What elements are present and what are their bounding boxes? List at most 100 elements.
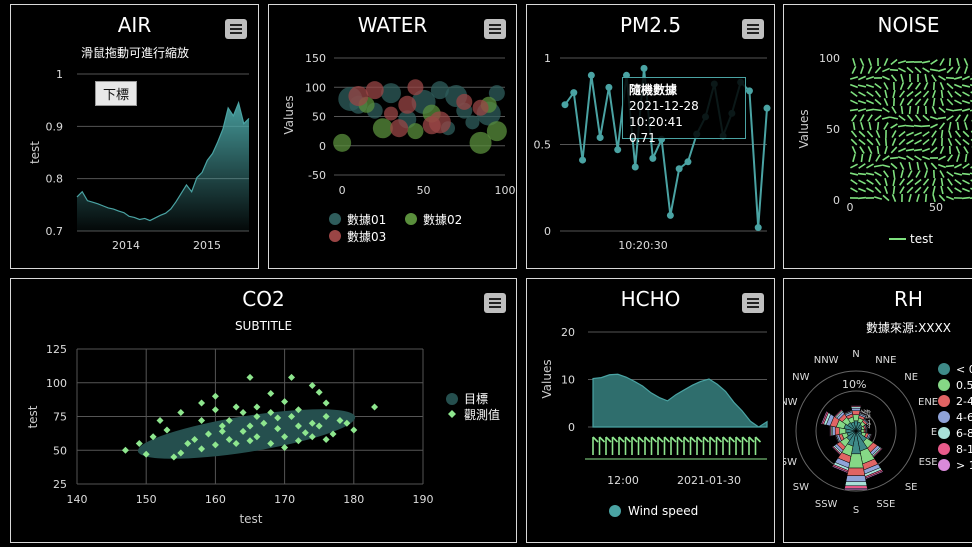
rh-rose-segment — [846, 467, 866, 476]
noise-vector — [931, 177, 937, 187]
pm25-menu-button[interactable] — [742, 19, 764, 39]
water-point-3 — [390, 119, 409, 138]
co2-point — [246, 422, 254, 430]
water-point-2 — [333, 133, 352, 152]
noise-vector — [865, 83, 875, 89]
hcho-wind-barb — [748, 436, 755, 443]
pm25-panel: PM2.5 0 0.5 1 10:20:30 隨機數據 2021-12-28 10:2… — [526, 4, 775, 269]
noise-vector — [875, 154, 881, 162]
noise-vector — [945, 108, 955, 112]
noise-vector — [897, 60, 907, 64]
co2-point — [170, 453, 178, 461]
noise-vector — [921, 60, 931, 64]
hcho-ytick: 20 — [561, 326, 575, 339]
hcho-wind-barb — [637, 436, 645, 443]
noise-vector — [939, 145, 945, 155]
water-chart[interactable]: -50 0 50 100 150 0 50 100 Values 數據01 數據02 數據03 — [269, 5, 517, 269]
noise-chart[interactable]: 0 50 100 0 50 Values test — [784, 5, 972, 269]
air-chart[interactable]: 滑鼠拖動可進行縮放 0.7 0.8 0.9 1 test 2014 2015 — [11, 5, 259, 269]
noise-vector — [946, 115, 954, 121]
noise-vector — [906, 178, 914, 186]
co2-xtick: 190 — [413, 493, 434, 506]
noise-vector — [850, 91, 858, 97]
noise-vector — [955, 146, 961, 154]
water-legend-label: 數據03 — [347, 230, 386, 244]
water-legend-label: 數據02 — [423, 213, 462, 227]
pm25-point — [605, 83, 613, 91]
noise-vector — [954, 114, 962, 122]
noise-vector — [938, 194, 946, 202]
co2-chart[interactable]: 25 50 75 100 125 140 150 160 170 180 190 test test 目標… — [11, 279, 517, 543]
hcho-wind-barb — [598, 436, 606, 443]
noise-vector — [962, 75, 970, 81]
hcho-wind-barb — [715, 436, 723, 443]
noise-vector — [939, 170, 945, 178]
hcho-menu-button[interactable] — [742, 293, 764, 313]
noise-vector — [906, 90, 914, 98]
water-legend-label: 數據01 — [347, 213, 386, 227]
noise-vector — [914, 186, 922, 194]
noise-vector — [889, 116, 899, 120]
noise-vector — [923, 169, 929, 179]
co2-menu-button[interactable] — [484, 293, 506, 313]
rh-rose-segment — [844, 481, 868, 487]
noise-vector — [939, 58, 945, 66]
noise-vector — [931, 138, 937, 146]
noise-vector — [906, 155, 914, 161]
hcho-wind-barb — [722, 436, 729, 443]
noise-vector — [858, 138, 866, 146]
noise-title: NOISE — [877, 13, 940, 37]
pm25-point — [631, 163, 639, 171]
water-ytick: 150 — [305, 52, 326, 65]
noise-vector — [890, 58, 898, 66]
noise-vector — [850, 179, 858, 185]
noise-vector — [946, 82, 954, 90]
rh-chart[interactable]: 10%頻率 (%)NNNENEENEEESESESSESSSWSWWSWWWNW… — [784, 279, 972, 543]
noise-vector — [921, 147, 931, 153]
noise-vector — [940, 185, 944, 195]
hcho-wind-barb — [657, 436, 664, 443]
pm25-point — [675, 165, 683, 173]
noise-vector — [881, 116, 891, 120]
rh-rose-segment — [834, 426, 840, 436]
noise-vector — [946, 154, 954, 162]
rh-rose-segment — [845, 475, 867, 482]
pm25-point — [579, 156, 587, 164]
co2-legend-marker — [446, 393, 458, 405]
air-title: AIR — [117, 13, 152, 37]
air-reset-zoom-button[interactable]: 下標 — [95, 81, 138, 106]
rh-direction-label: SE — [905, 482, 918, 493]
tooltip-time: 2021-12-28 10:20:41 — [629, 99, 699, 129]
noise-vector — [906, 131, 914, 137]
hcho-ylabel: Values — [540, 359, 554, 398]
rh-rose-segment — [820, 410, 828, 425]
noise-vector — [866, 138, 874, 146]
rh-direction-label: ESE — [919, 457, 938, 468]
noise-vector — [866, 179, 874, 185]
noise-vector — [890, 74, 898, 82]
noise-vector — [963, 65, 969, 75]
water-ytick: 50 — [312, 111, 326, 124]
noise-vector — [891, 106, 897, 114]
co2-ytick: 125 — [46, 343, 67, 356]
air-menu-button[interactable] — [225, 19, 247, 39]
co2-point — [315, 388, 323, 396]
noise-vector — [883, 82, 889, 90]
noise-vector — [953, 172, 963, 176]
co2-ylabel: test — [26, 405, 40, 428]
water-ytick: 100 — [305, 81, 326, 94]
noise-vector — [947, 138, 953, 146]
co2-ytick: 50 — [53, 444, 67, 457]
hcho-wind-barb — [709, 436, 716, 443]
water-menu-button[interactable] — [484, 19, 506, 39]
co2-point — [211, 406, 219, 414]
noise-vector — [954, 130, 962, 138]
hcho-chart[interactable]: 0 10 20 Values 12:00 2021-01-30 Wind speed — [527, 279, 775, 543]
noise-vector — [969, 109, 972, 112]
hcho-wind-barb — [663, 436, 671, 443]
noise-vector — [899, 162, 905, 170]
hcho-ytick: 0 — [568, 421, 575, 434]
rh-rose-segment — [843, 488, 869, 491]
pm25-point — [666, 211, 674, 219]
co2-point — [246, 373, 254, 381]
